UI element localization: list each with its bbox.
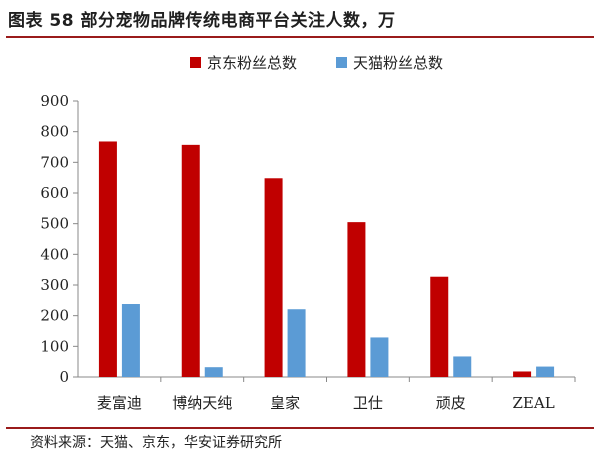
title-divider (6, 36, 594, 38)
y-tick-label: 900 (40, 92, 69, 110)
bar-tmall (453, 356, 472, 377)
y-tick-label: 700 (40, 153, 69, 171)
bar-tmall (536, 366, 555, 377)
bar-tmall (370, 337, 389, 377)
y-tick-label: 400 (40, 245, 69, 263)
y-tick-label: 0 (59, 368, 69, 386)
category-label: 卫仕 (353, 394, 383, 412)
category-label: 皇家 (270, 394, 300, 412)
y-tick-label: 200 (40, 307, 69, 325)
category-label: ZEAL (512, 394, 554, 412)
source-note: 资料来源：天猫、京东，华安证券研究所 (30, 435, 282, 451)
category-label: 麦富迪 (97, 394, 142, 412)
bar-jd (98, 141, 117, 377)
bar-tmall (204, 367, 223, 377)
bar-tmall (287, 309, 306, 377)
y-tick-label: 500 (40, 215, 69, 233)
y-tick-label: 600 (40, 184, 69, 202)
legend-swatch-jd (190, 57, 201, 68)
category-label: 顽皮 (436, 394, 466, 412)
bar-jd (513, 371, 532, 377)
bar-jd (264, 178, 283, 377)
y-tick-label: 800 (40, 123, 69, 141)
y-tick-label: 100 (40, 337, 69, 355)
source-divider (6, 427, 594, 429)
bar-jd (347, 222, 366, 377)
bar-tmall (121, 304, 140, 377)
legend-label-tmall: 天猫粉丝总数 (353, 54, 443, 72)
legend-swatch-tmall (336, 57, 347, 68)
bar-jd (430, 276, 449, 377)
legend-label-jd: 京东粉丝总数 (207, 54, 297, 72)
bar-jd (181, 144, 200, 377)
category-label: 博纳天纯 (172, 394, 232, 412)
figure-title: 图表 58 部分宠物品牌传统电商平台关注人数，万 (8, 11, 396, 31)
y-tick-label: 300 (40, 276, 69, 294)
bar-chart: 0 100 200 300 400 500 600 700 800 900 麦富迪 博纳天纯 皇家 卫仕 顽… (40, 54, 576, 412)
